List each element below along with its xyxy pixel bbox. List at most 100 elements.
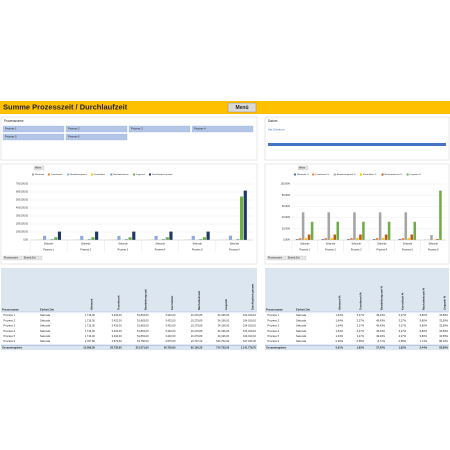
table-cell: Prozess 1	[268, 313, 280, 317]
column-header: Nacharbeitszeit %	[422, 287, 426, 310]
slicer-button[interactable]	[65, 125, 128, 133]
column-header: Wartezeit %	[338, 295, 342, 310]
table-cell: 9,80%	[420, 313, 428, 317]
table-cell: 714.732,00	[216, 345, 230, 349]
filter-button[interactable]	[22, 255, 43, 261]
table-cell: 49,43%	[376, 318, 385, 322]
filter-label[interactable]: Einheit Zeit	[24, 257, 36, 260]
table-cell: 313.071,00	[136, 345, 150, 349]
y-tick-label: 700.000,00	[16, 183, 29, 186]
bar	[239, 196, 244, 240]
legend-label: Wartezeit	[35, 173, 45, 176]
menu-button[interactable]	[227, 102, 257, 113]
x-tick-label: Prozess 3	[351, 249, 362, 252]
slicer-button[interactable]	[2, 133, 65, 141]
bar	[80, 235, 84, 240]
table-cell: 104.919,10	[243, 329, 257, 333]
menu-label[interactable]: Menü	[235, 105, 248, 111]
table-cell: Prozess 4	[4, 329, 16, 333]
slicer-button-label[interactable]: Prozess 4	[194, 127, 206, 131]
x-tick-label: Prozess 5	[192, 249, 203, 252]
table-cell: 51.863,00	[137, 329, 149, 333]
x-tick-label: Prozess 4	[377, 249, 388, 252]
bar	[375, 238, 379, 240]
bar	[359, 234, 362, 240]
bar	[128, 237, 132, 240]
legend-swatch	[294, 173, 296, 176]
filter-button[interactable]	[286, 255, 307, 261]
bar	[324, 238, 328, 240]
value-field-label: Werte	[299, 167, 306, 170]
legend-label: Durchlaufzeit gesamt	[152, 173, 173, 176]
slicer-button-label[interactable]: Prozess 2	[68, 127, 80, 131]
table-cell: 9,80%	[420, 318, 428, 322]
table-cell: Prozess 6	[268, 339, 280, 343]
filter-button[interactable]	[266, 255, 287, 261]
legend-label: Wartezeit %	[297, 173, 309, 176]
table-cell: Prozess 4	[268, 329, 280, 333]
y-tick-label: 40,00%	[282, 216, 291, 219]
x-unit-label: Sekunde	[326, 243, 336, 246]
x-tick-label: Prozess 6	[428, 249, 439, 252]
x-unit-label: Sekunde	[351, 243, 361, 246]
slicer-button[interactable]	[128, 125, 191, 133]
value-field-button[interactable]	[297, 165, 309, 171]
total-row	[1, 345, 257, 351]
table-cell: 32,59%	[439, 318, 448, 322]
bar	[165, 237, 169, 240]
bar	[404, 212, 408, 240]
column-header: Prozessname	[266, 308, 283, 312]
table-cell: 20.735,60	[164, 345, 176, 349]
slicer-button[interactable]	[65, 133, 128, 141]
bar	[228, 235, 233, 240]
table-cell: 32,59%	[439, 324, 448, 328]
table-cell: Gesamtergebnis	[266, 345, 287, 349]
chart-box	[0, 163, 258, 265]
bar	[161, 239, 166, 240]
legend-swatch	[359, 173, 362, 176]
bar	[295, 239, 299, 240]
table-cell: Prozess 2	[268, 318, 280, 322]
bar	[430, 235, 433, 240]
bar	[353, 212, 356, 240]
x-unit-label: Sekunde	[377, 243, 387, 246]
filter-label[interactable]: Prozessname	[4, 257, 19, 260]
slicer-button[interactable]	[2, 125, 65, 133]
slicer-button-label[interactable]: Prozess 3	[131, 127, 143, 131]
table-cell: Prozess 2	[4, 318, 16, 322]
table-cell: 9,80%	[420, 324, 428, 328]
table-cell: 3,27%	[357, 329, 365, 333]
legend-swatch	[110, 173, 113, 176]
filter-label[interactable]: Einheit Zeit	[288, 257, 300, 260]
table-cell: 27,42%	[376, 345, 385, 349]
y-tick-label: 100,00%	[281, 183, 291, 186]
bar	[439, 190, 442, 240]
slicer-button[interactable]	[191, 125, 254, 133]
table-cell: Sekunde	[296, 324, 307, 328]
table-cell: Sekunde	[40, 324, 51, 328]
bar	[387, 221, 391, 240]
header-bar	[0, 101, 450, 114]
slicer-title: Prozessname	[4, 119, 24, 123]
value-field-button[interactable]	[33, 165, 45, 171]
bar	[410, 234, 414, 240]
bar	[154, 235, 158, 240]
slicer-button-label[interactable]: Prozess 5	[5, 135, 17, 139]
table-cell: 49,43%	[376, 334, 385, 338]
slicer-button-label[interactable]: Prozess 1	[5, 127, 17, 131]
table-cell: 543.752,00	[216, 339, 230, 343]
table-cell: 9,80%	[420, 334, 428, 338]
table-cell: 32,59%	[439, 329, 448, 333]
table-cell: 10.279,80	[191, 334, 203, 338]
filter-label[interactable]: Prozessname	[268, 257, 283, 260]
column-header: Transferzeit %	[359, 292, 363, 310]
timeline-bar[interactable]	[268, 143, 446, 146]
table-cell: 3,27%	[399, 329, 407, 333]
slicer-button-label[interactable]: Prozess 6	[68, 135, 80, 139]
column-header: Einheit Zeit	[296, 308, 310, 312]
table-cell: 3.432,00	[112, 329, 123, 333]
column-header: Durchlaufzeit gesamt	[251, 284, 255, 310]
filter-button[interactable]	[2, 255, 23, 261]
table-cell: 1.141.779,70	[241, 345, 257, 349]
legend-label: Bearbeitungszeit	[70, 173, 87, 176]
